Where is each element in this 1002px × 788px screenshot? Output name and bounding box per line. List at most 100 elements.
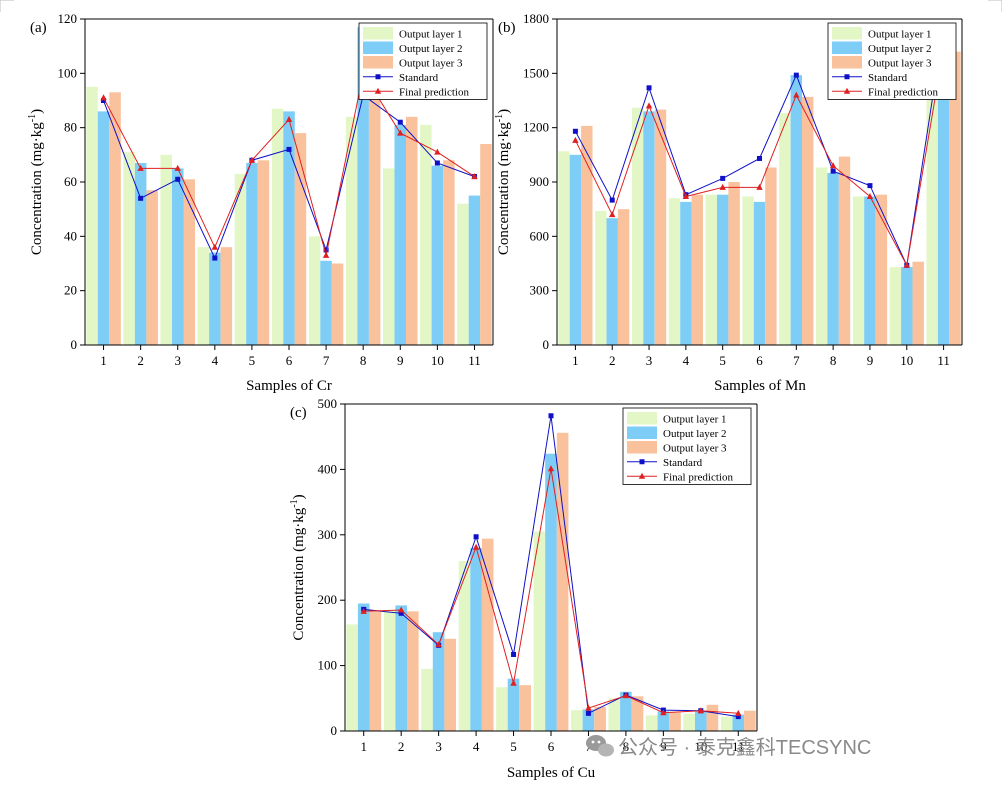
legend-label: Standard (663, 457, 703, 469)
legend-label: Output layer 3 (663, 443, 727, 455)
legend: Output layer 1 Output layer 2 Output layer… (358, 22, 488, 100)
x-tick-label: 10 (431, 353, 444, 368)
bar-2-5 (246, 163, 258, 345)
legend: Output layer 1 Output layer 2 Output layer… (827, 22, 957, 100)
bar-3-6 (556, 432, 569, 731)
bar-2-10 (901, 267, 913, 345)
bar-3-4 (220, 247, 233, 345)
marker-square-3 (175, 176, 181, 182)
bar-1-11 (457, 203, 469, 345)
marker-triangle-8 (622, 692, 630, 699)
marker-triangle-11 (735, 709, 742, 716)
legend-marker-square (844, 74, 850, 80)
bar-1-5 (234, 173, 247, 345)
x-tick-label: 6 (756, 353, 763, 368)
bar-2-3 (172, 168, 184, 345)
x-tick-label: 2 (398, 739, 405, 754)
x-tick-label: 1 (360, 739, 367, 754)
bar-1-5 (496, 687, 508, 731)
marker-square-6 (548, 413, 554, 419)
x-tick-label: 4 (212, 353, 219, 368)
bar-3-9 (875, 194, 888, 345)
marker-triangle-9 (866, 192, 874, 199)
x-tick-label: 8 (623, 739, 630, 754)
x-tick-label: 3 (646, 353, 653, 368)
x-tick-label: 4 (683, 353, 690, 368)
bar-2-8 (827, 172, 839, 345)
bar-1-5 (705, 194, 717, 345)
bar-3-1 (109, 92, 121, 345)
bar-2-3 (432, 632, 445, 731)
bar-3-8 (368, 76, 381, 345)
x-tick-label: 5 (510, 739, 517, 754)
legend-label: Output layer 1 (868, 29, 932, 41)
bar-2-11 (732, 714, 745, 731)
marker-triangle-5 (510, 679, 517, 686)
marker-square-10 (434, 160, 440, 166)
legend-label: Output layer 2 (868, 43, 932, 55)
x-tick-label: 5 (249, 353, 256, 368)
y-tick-label: 0 (331, 723, 338, 738)
bar-3-4 (691, 194, 703, 345)
y-tick-label: 900 (530, 174, 550, 189)
x-tick-label: 1 (572, 353, 579, 368)
bar-1-2 (595, 211, 607, 345)
marker-square-9 (397, 119, 403, 125)
bar-2-6 (283, 111, 295, 346)
y-axis-title: Concentration (mg·kg-1) (494, 109, 512, 255)
marker-triangle-9 (660, 709, 667, 716)
y-tick-label: 40 (64, 228, 77, 243)
bar-1-1 (86, 86, 98, 346)
bar-3-10 (912, 261, 924, 345)
marker-square-7 (585, 710, 591, 716)
bar-3-9 (406, 116, 418, 345)
legend-label: Final prediction (399, 87, 469, 99)
bar-3-3 (183, 179, 195, 345)
bar-1-8 (345, 116, 358, 345)
legend-marker-square (375, 74, 381, 80)
marker-square-5 (511, 651, 517, 657)
x-tick-label: 6 (286, 353, 293, 368)
bar-3-7 (802, 96, 814, 346)
bar-2-1 (97, 111, 110, 346)
bar-3-2 (146, 190, 158, 345)
bar-1-6 (271, 108, 284, 345)
legend-marker-triangle (638, 472, 646, 479)
x-tick-label: 10 (900, 353, 913, 368)
x-tick-label: 1 (100, 353, 107, 368)
x-tick-label: 11 (937, 353, 950, 368)
x-tick-label: 10 (694, 739, 707, 754)
bar-2-6 (545, 453, 557, 731)
marker-triangle-6 (756, 183, 763, 190)
bar-1-4 (668, 198, 681, 345)
bar-2-7 (790, 75, 802, 345)
bar-2-9 (657, 711, 670, 731)
marker-square-5 (720, 175, 726, 181)
legend-label: Standard (399, 72, 439, 84)
y-tick-label: 600 (530, 228, 550, 243)
bar-1-7 (308, 236, 321, 345)
marker-triangle-3 (174, 164, 181, 171)
bar-3-10 (443, 160, 455, 345)
marker-triangle-4 (472, 543, 480, 550)
y-axis-title: Concentration (mg·kg-1) (27, 109, 45, 255)
marker-triangle-1 (100, 94, 107, 101)
bar-1-11 (720, 716, 733, 731)
x-tick-label: 3 (435, 739, 442, 754)
x-tick-label: 3 (174, 353, 181, 368)
y-tick-label: 80 (64, 120, 77, 135)
bar-2-6 (753, 201, 766, 345)
bar-3-7 (594, 706, 606, 731)
bar-1-9 (852, 196, 865, 345)
bar-1-9 (645, 715, 658, 731)
x-axis-title: Samples of Cr (246, 378, 332, 394)
legend-label: Output layer 2 (399, 43, 463, 55)
bar-1-10 (683, 714, 695, 731)
x-tick-label: 6 (548, 739, 555, 754)
bar-2-1 (569, 154, 582, 345)
bar-2-9 (864, 196, 876, 345)
chart-panel-3: 01002003004005001234567891011(c)Samples … (289, 396, 758, 781)
bar-2-9 (394, 124, 406, 346)
bar-1-6 (742, 196, 754, 345)
bar-3-7 (331, 263, 344, 345)
